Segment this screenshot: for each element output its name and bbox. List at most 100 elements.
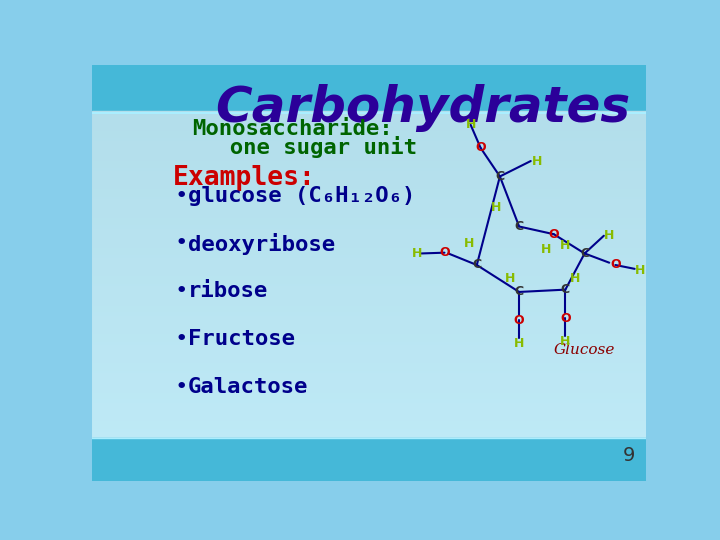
Bar <box>92 123 647 124</box>
Bar <box>92 352 647 353</box>
Bar <box>92 314 647 315</box>
Bar <box>92 245 647 246</box>
Bar <box>92 185 647 186</box>
Bar <box>92 124 647 125</box>
Bar <box>92 198 647 199</box>
Bar <box>92 192 647 193</box>
Bar <box>92 309 647 310</box>
Bar <box>92 254 647 255</box>
Bar <box>92 444 647 445</box>
Bar <box>92 181 647 182</box>
Bar <box>92 170 647 171</box>
Bar <box>92 300 647 301</box>
Bar <box>92 405 647 406</box>
Bar <box>92 257 647 258</box>
Bar <box>92 187 647 188</box>
Bar <box>92 342 647 343</box>
Bar <box>92 276 647 278</box>
Bar <box>92 220 647 221</box>
Bar <box>92 154 647 155</box>
Bar <box>92 189 647 190</box>
Bar <box>92 151 647 152</box>
Bar <box>92 283 647 284</box>
Bar <box>92 380 647 381</box>
Bar <box>92 462 647 463</box>
Text: H: H <box>541 243 552 256</box>
Text: O: O <box>549 228 559 241</box>
Bar <box>92 452 647 453</box>
Bar <box>92 348 647 349</box>
Bar <box>92 396 647 397</box>
Bar <box>92 422 647 423</box>
Bar <box>92 122 647 123</box>
Bar <box>92 251 647 252</box>
Bar <box>92 211 647 212</box>
Bar <box>92 294 647 295</box>
Bar <box>92 267 647 268</box>
Bar <box>92 119 647 120</box>
Bar <box>92 318 647 319</box>
Bar <box>92 398 647 399</box>
Bar <box>92 221 647 222</box>
Bar <box>92 428 647 429</box>
Bar <box>92 478 647 479</box>
Bar <box>92 112 647 113</box>
Bar <box>92 415 647 416</box>
Bar <box>92 234 647 235</box>
Bar <box>92 359 647 360</box>
Bar <box>92 258 647 259</box>
Bar <box>92 320 647 321</box>
Text: C: C <box>495 170 505 183</box>
Bar <box>92 166 647 167</box>
Bar <box>92 262 647 264</box>
Bar <box>92 370 647 372</box>
Bar <box>92 142 647 143</box>
Bar <box>92 411 647 412</box>
Bar <box>92 374 647 375</box>
Bar <box>92 465 647 466</box>
Bar <box>92 264 647 265</box>
Bar <box>92 315 647 316</box>
Bar <box>92 165 647 166</box>
Text: H: H <box>505 272 515 285</box>
Bar <box>92 435 647 436</box>
Bar <box>92 286 647 287</box>
Bar <box>92 219 647 220</box>
Bar <box>92 355 647 356</box>
Bar <box>92 287 647 288</box>
Bar <box>92 473 647 474</box>
Bar <box>92 172 647 173</box>
Bar <box>92 458 647 459</box>
Bar <box>92 397 647 398</box>
Bar <box>92 135 647 136</box>
Bar <box>92 386 647 387</box>
Bar <box>92 260 647 261</box>
Bar <box>92 308 647 309</box>
Bar <box>92 354 647 355</box>
Bar <box>92 117 647 118</box>
Bar <box>92 480 647 481</box>
Bar <box>92 316 647 318</box>
Text: Glucose: Glucose <box>554 343 616 357</box>
Bar <box>92 377 647 378</box>
Bar <box>92 438 647 439</box>
Bar <box>92 231 647 232</box>
Bar <box>92 389 647 390</box>
Bar <box>92 301 647 302</box>
Bar <box>92 339 647 340</box>
Bar <box>92 327 647 328</box>
Bar <box>92 421 647 422</box>
Bar <box>92 305 647 306</box>
Polygon shape <box>92 438 647 481</box>
Bar <box>92 456 647 457</box>
Bar <box>92 232 647 233</box>
Text: O: O <box>475 141 486 154</box>
Bar <box>92 369 647 370</box>
Bar <box>92 409 647 410</box>
Bar <box>92 125 647 126</box>
Bar <box>92 364 647 365</box>
Bar <box>92 164 647 165</box>
Bar <box>92 407 647 408</box>
Bar <box>92 463 647 464</box>
Bar <box>92 418 647 419</box>
